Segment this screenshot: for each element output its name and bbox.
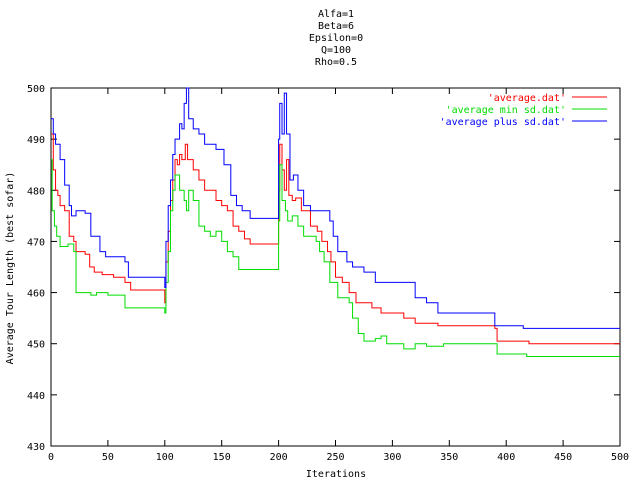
y-tick-label: 460 [27,289,45,300]
y-tick-label: 490 [27,135,45,146]
title-line-epsilon: Epsilon=0 [309,33,363,44]
x-tick-label: 50 [102,452,114,463]
y-tick-label: 500 [27,84,45,95]
title-line-alfa: Alfa=1 [318,9,354,20]
y-tick-label: 450 [27,340,45,351]
legend-label-1: 'average min sd.dat' [446,105,566,116]
x-tick-label: 100 [156,452,174,463]
x-tick-label: 400 [497,452,515,463]
series-lines [51,87,620,357]
chart-title: Alfa=1 Beta=6 Epsilon=0 Q=100 Rho=0.5 [309,9,363,68]
x-tick-label: 300 [383,452,401,463]
axis-ticks: 0 50 100 150 200 250 300 350 400 450 500 430 440 450 4… [27,84,629,463]
title-line-beta: Beta=6 [318,21,354,32]
x-tick-label: 350 [440,452,458,463]
series-line-1 [51,159,620,357]
legend-label-2: 'average plus sd.dat' [440,117,566,128]
title-line-rho: Rho=0.5 [315,57,357,68]
series-line-0 [51,133,620,345]
y-tick-label: 440 [27,391,45,402]
x-tick-label: 200 [270,452,288,463]
x-tick-label: 0 [48,452,54,463]
series-line-2 [51,87,620,329]
x-tick-label: 150 [213,452,231,463]
title-line-q: Q=100 [321,45,351,56]
x-tick-label: 250 [326,452,344,463]
legend: 'average.dat''average min sd.dat''averag… [440,93,607,128]
legend-label-0: 'average.dat' [488,93,566,104]
y-axis-label: Average Tour Length (best sofar) [5,172,16,365]
y-tick-label: 480 [27,186,45,197]
y-tick-label: 430 [27,442,45,453]
y-tick-label: 470 [27,237,45,248]
x-tick-label: 450 [554,452,572,463]
x-axis-label: Iterations [306,469,366,480]
x-tick-label: 500 [611,452,629,463]
